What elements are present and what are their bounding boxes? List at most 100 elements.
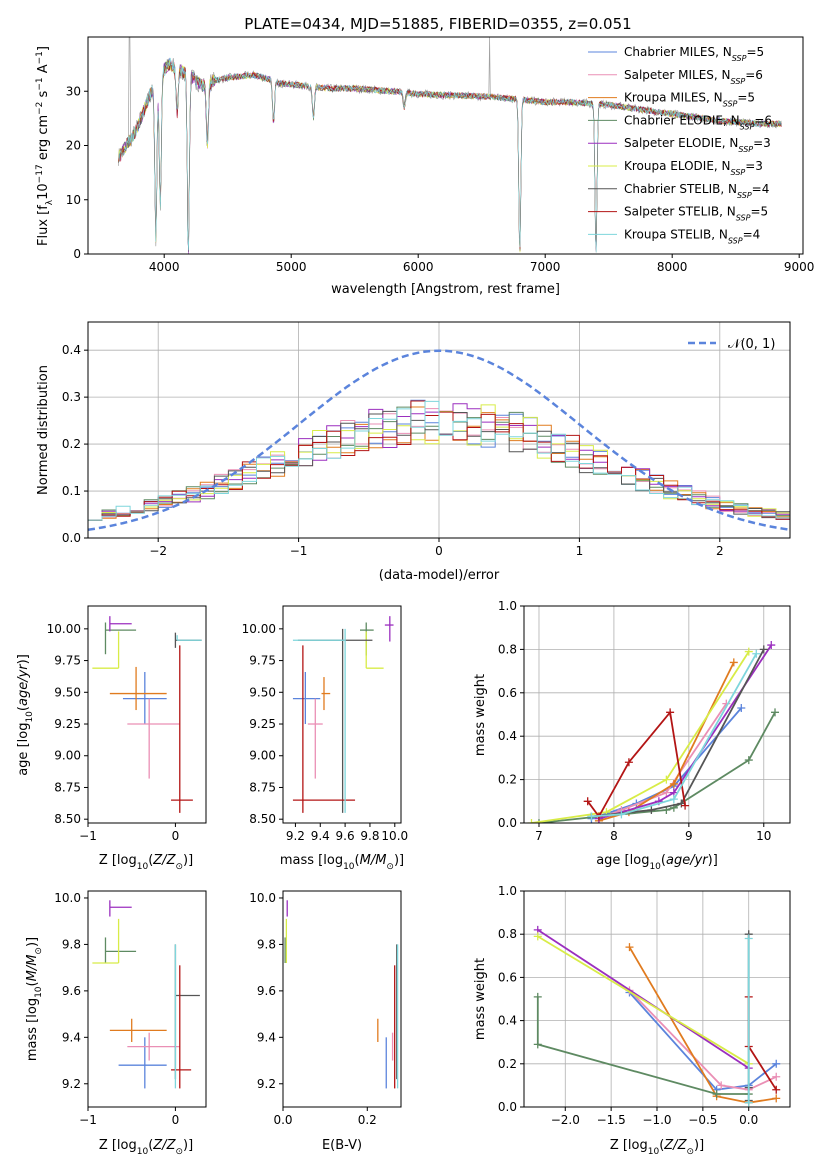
errorbar-7 xyxy=(174,944,200,1080)
data-marker xyxy=(772,1059,781,1068)
data-marker xyxy=(624,758,633,767)
axes-frame xyxy=(87,605,207,824)
data-marker xyxy=(744,934,753,943)
y-axis-label: mass weight xyxy=(473,958,488,1040)
y-tick-label: 9.2 xyxy=(62,1077,81,1091)
y-tick-label: 9.8 xyxy=(62,937,81,951)
y-tick-label: 0.8 xyxy=(498,927,517,941)
data-marker xyxy=(744,1098,753,1107)
errorbar-2 xyxy=(127,698,180,779)
x-tick-label: −1.0 xyxy=(642,1113,671,1127)
x-axis-label: mass [log10(M/M⊙)] xyxy=(280,853,404,872)
axes-frame xyxy=(87,36,804,255)
x-tick-label: 10.0 xyxy=(381,829,408,843)
mass-vs-metallicity-panel: −1 0 9.2 9.4 9.6 9.8 10.0 Z [log10(Z/Z⊙)] mass [… xyxy=(25,890,207,1157)
data-marker xyxy=(772,1072,781,1081)
weight-line-4 xyxy=(538,711,776,823)
data-marker xyxy=(617,810,626,819)
errorbar-8 xyxy=(171,965,192,1089)
data-marker xyxy=(669,779,678,788)
x-tick-label: −1 xyxy=(79,829,97,843)
errorbar-5 xyxy=(384,616,394,642)
x-tick-label: −1 xyxy=(290,544,308,558)
x-tick-label: 9.2 xyxy=(286,829,305,843)
normal-curve xyxy=(88,349,790,532)
model-spectrum-2 xyxy=(118,60,782,252)
y-tick-label: 1.0 xyxy=(498,884,517,898)
x-tick-label: −1 xyxy=(79,1113,97,1127)
weight-line-3 xyxy=(598,662,735,822)
x-axis-label: (data-model)/error xyxy=(379,568,500,583)
y-tick-label: 0.6 xyxy=(498,970,517,984)
y-tick-label: 9.8 xyxy=(257,937,276,951)
data-marker xyxy=(681,801,690,810)
y-tick-label: 9.00 xyxy=(54,749,81,763)
data-marker xyxy=(737,703,746,712)
x-axis-label: wavelength [Angstrom, rest frame] xyxy=(331,282,560,297)
data-marker xyxy=(583,797,592,806)
legend-label: Salpeter ELODIE, NSSP=3 xyxy=(624,136,771,154)
x-tick-label: 9.4 xyxy=(311,829,330,843)
data-marker xyxy=(717,1081,726,1090)
axes-frame xyxy=(523,605,791,824)
errorbar-9 xyxy=(176,635,202,641)
y-tick-label: 8.50 xyxy=(54,812,81,826)
x-tick-label: 8 xyxy=(610,829,618,843)
data-marker xyxy=(772,1085,781,1094)
y-tick-label: 0.3 xyxy=(62,390,81,404)
plot-area xyxy=(284,900,399,1089)
y-axis-label: mass weight xyxy=(473,674,488,756)
y-tick-label: 0.4 xyxy=(498,1014,517,1028)
y-tick-label: 0.8 xyxy=(498,642,517,656)
legend-label: Salpeter MILES, NSSP=6 xyxy=(624,68,763,86)
errorbar-1 xyxy=(122,671,167,725)
y-tick-label: 9.25 xyxy=(249,717,276,731)
x-tick-label: 0.2 xyxy=(358,1113,377,1127)
data-marker xyxy=(771,708,780,717)
errorbar-3 xyxy=(321,677,331,711)
y-axis-label: Flux [fλ10−17 erg cm−2 s−1 A−1] xyxy=(35,46,55,246)
data-marker xyxy=(712,1090,721,1099)
x-tick-label: 7000 xyxy=(530,260,561,274)
y-tick-label: 0.1 xyxy=(62,484,81,498)
errorbar-2 xyxy=(307,698,323,779)
y-tick-label: 9.6 xyxy=(257,984,276,998)
y-tick-label: 9.75 xyxy=(54,654,81,668)
y-tick-label: 9.4 xyxy=(257,1030,276,1044)
errorbar-7 xyxy=(297,628,373,813)
errorbar-6 xyxy=(92,631,120,669)
x-tick-label: 8000 xyxy=(657,260,688,274)
axes-frame xyxy=(282,890,402,1108)
weight-line-4 xyxy=(536,996,749,1095)
weight-line-6 xyxy=(531,651,750,823)
y-tick-label: 10 xyxy=(66,193,81,207)
x-tick-label: 9.6 xyxy=(336,829,355,843)
y-axis-label: mass [log10(M/M⊙)] xyxy=(25,937,44,1061)
data-marker xyxy=(662,788,671,797)
x-tick-label: −1.5 xyxy=(597,1113,626,1127)
data-marker xyxy=(767,641,776,650)
y-tick-label: 0.2 xyxy=(498,773,517,787)
data-marker xyxy=(772,1094,781,1103)
data-marker xyxy=(666,708,675,717)
errorbar-1 xyxy=(292,671,321,725)
figure-title: PLATE=0434, MJD=51885, FIBERID=0355, z=0… xyxy=(244,15,631,33)
y-tick-label: 9.50 xyxy=(249,685,276,699)
x-tick-label: 10 xyxy=(756,829,771,843)
x-tick-label: 6000 xyxy=(403,260,434,274)
x-axis-label: age [log10(age/yr)] xyxy=(596,853,718,872)
errorbar-8 xyxy=(171,645,193,813)
data-marker xyxy=(729,658,738,667)
legend: Chabrier MILES, NSSP=5 Salpeter MILES, NS… xyxy=(588,45,772,245)
y-tick-label: 30 xyxy=(66,84,81,98)
y-axis-label: age [log10(age/yr)] xyxy=(16,654,35,776)
x-tick-label: 0.0 xyxy=(739,1113,758,1127)
y-tick-label: 8.75 xyxy=(54,780,81,794)
plot-area xyxy=(92,616,202,813)
errorbar-3 xyxy=(109,666,167,711)
model-spectrum-1 xyxy=(118,57,782,250)
legend-label: 𝒩(0, 1) xyxy=(728,337,775,352)
residual-histogram-panel: −2 −1 0 1 2 0.0 0.1 0.2 0.3 0.4 𝒩(0, 1) (data-model… xyxy=(36,321,791,583)
errorbar-5 xyxy=(109,900,132,917)
